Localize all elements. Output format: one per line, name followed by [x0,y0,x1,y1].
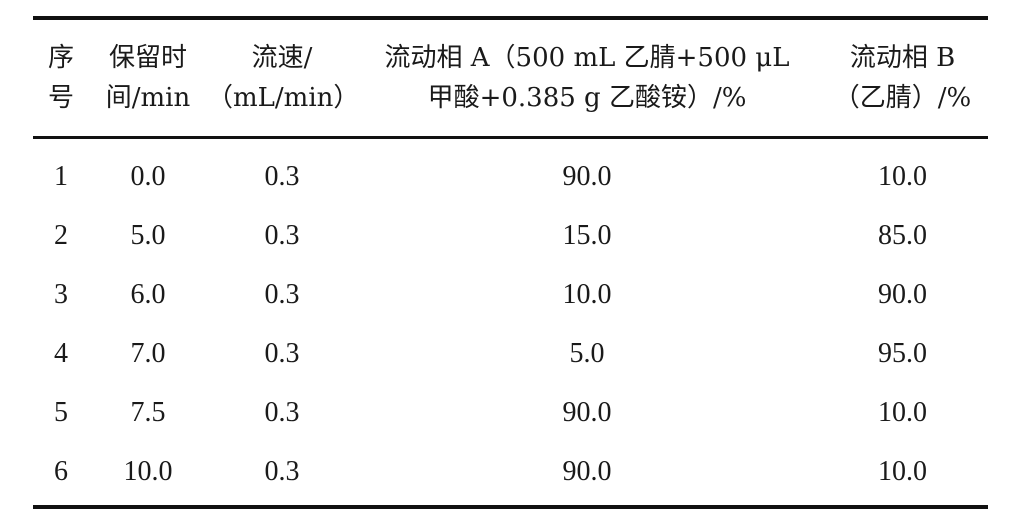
cell-flow-rate: 0.3 [264,396,300,428]
cell-sequence-number: 2 [54,219,68,251]
cell-flow-rate: 0.3 [264,455,300,487]
cell-mobile-phase-b: 95.0 [878,337,927,369]
cell-mobile-phase-a: 90.0 [562,160,612,192]
cell-mobile-phase-b: 10.0 [878,396,927,428]
header-mobile-phase-a: 流动相 A（500 mL 乙腈+500 μL 甲酸+0.385 g 乙酸铵）/% [357,18,817,138]
header-line: 间/min [105,83,191,113]
header-row: 序 号 保留时 间/min 流速/ （mL/min） 流动相 A（500 mL … [33,18,988,138]
table-row: 3 6.0 0.3 10.0 90.0 [33,265,988,324]
header-sequence-number: 序 号 [33,18,89,138]
cell-retention-time: 6.0 [130,278,166,310]
header-line: 流动相 B [849,43,956,73]
table-row: 2 5.0 0.3 15.0 85.0 [33,206,988,265]
cell-mobile-phase-b: 10.0 [878,160,927,192]
header-line: 甲酸+0.385 g 乙酸铵）/% [427,83,747,113]
cell-mobile-phase-a: 90.0 [562,396,612,428]
gradient-elution-table-container: 序 号 保留时 间/min 流速/ （mL/min） 流动相 A（500 mL … [33,16,988,509]
table-row: 5 7.5 0.3 90.0 10.0 [33,383,988,442]
cell-flow-rate: 0.3 [264,337,300,369]
cell-retention-time: 7.0 [130,337,166,369]
gradient-elution-table: 序 号 保留时 间/min 流速/ （mL/min） 流动相 A（500 mL … [33,16,988,509]
cell-sequence-number: 4 [54,337,68,369]
cell-flow-rate: 0.3 [264,278,300,310]
header-line: 流速/ [251,43,313,73]
cell-sequence-number: 5 [54,396,68,428]
cell-flow-rate: 0.3 [264,160,300,192]
cell-mobile-phase-a: 5.0 [569,337,605,369]
cell-retention-time: 0.0 [130,160,166,192]
header-line: （乙腈）/% [833,83,972,113]
table-row: 6 10.0 0.3 90.0 10.0 [33,442,988,507]
header-flow-rate: 流速/ （mL/min） [207,18,360,138]
cell-mobile-phase-a: 15.0 [562,219,612,251]
cell-mobile-phase-b: 85.0 [878,219,927,251]
cell-mobile-phase-a: 10.0 [562,278,612,310]
header-line: 号 [47,83,74,113]
cell-sequence-number: 1 [54,160,68,192]
cell-flow-rate: 0.3 [264,219,300,251]
table-row: 4 7.0 0.3 5.0 95.0 [33,324,988,383]
cell-retention-time: 7.5 [130,396,166,428]
header-line: 序 [47,43,74,73]
cell-mobile-phase-b: 10.0 [878,455,927,487]
table-row: 1 0.0 0.3 90.0 10.0 [33,138,988,207]
header-retention-time: 保留时 间/min [89,18,207,138]
cell-retention-time: 5.0 [130,219,166,251]
cell-mobile-phase-a: 90.0 [562,455,612,487]
table-body: 1 0.0 0.3 90.0 10.0 2 5.0 0.3 15.0 85.0 … [33,138,988,507]
cell-mobile-phase-b: 90.0 [878,278,927,310]
header-line: 流动相 A（500 mL 乙腈+500 μL [384,43,790,73]
header-mobile-phase-b: 流动相 B （乙腈）/% [817,18,988,138]
header-line: （mL/min） [207,83,360,113]
table-header: 序 号 保留时 间/min 流速/ （mL/min） 流动相 A（500 mL … [33,18,988,138]
cell-sequence-number: 3 [54,278,68,310]
header-line: 保留时 [108,43,187,73]
cell-retention-time: 10.0 [123,455,173,487]
cell-sequence-number: 6 [54,455,68,487]
